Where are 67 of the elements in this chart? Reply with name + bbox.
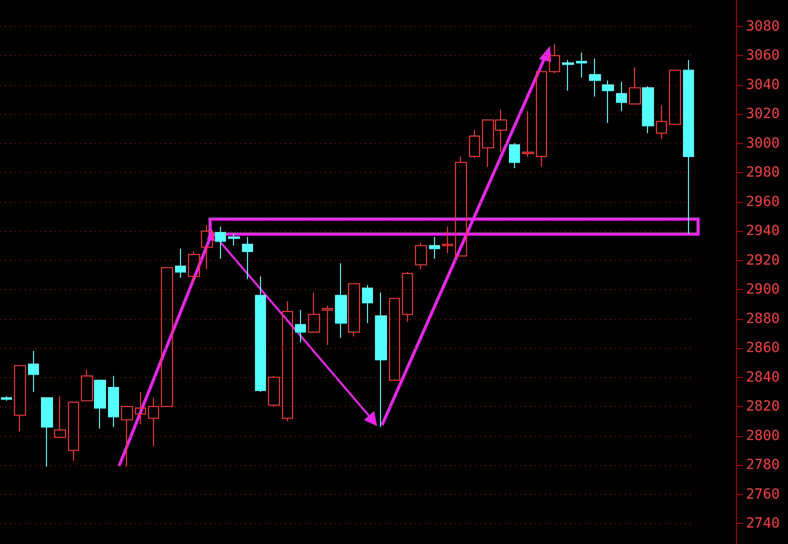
candlestick xyxy=(402,272,413,322)
candlestick xyxy=(389,298,400,381)
candlestick xyxy=(94,380,106,429)
y-tick-label: 2860 xyxy=(746,340,780,356)
y-tick-label: 2820 xyxy=(746,398,780,415)
y-tick-label: 2900 xyxy=(746,282,780,298)
candlestick xyxy=(28,350,39,392)
candlestick xyxy=(562,59,574,92)
candlestick xyxy=(616,81,627,112)
candlestick xyxy=(602,80,614,124)
candlestick xyxy=(282,300,293,422)
candlestick xyxy=(108,375,119,428)
candlestick xyxy=(148,397,159,447)
candlestick xyxy=(442,226,453,254)
candlestick xyxy=(362,284,373,324)
y-tick-label: 3020 xyxy=(746,106,780,122)
candlestick xyxy=(455,156,467,256)
candlestick xyxy=(41,397,53,467)
candlestick xyxy=(669,70,681,125)
y-tick-label: 2980 xyxy=(746,164,780,181)
y-tick-label: 3040 xyxy=(746,76,780,93)
candlestick xyxy=(161,267,173,408)
y-tick-label: 2780 xyxy=(746,457,780,474)
candlestick xyxy=(522,110,534,157)
candlestick xyxy=(589,58,601,98)
y-tick-label: 2880 xyxy=(746,310,780,327)
candlestick xyxy=(549,43,560,74)
candlestick xyxy=(268,375,280,408)
candlestick xyxy=(335,262,347,338)
y-tick-label: 3000 xyxy=(746,135,780,152)
candlestick xyxy=(121,406,133,467)
candlestick xyxy=(375,292,387,428)
candlestick xyxy=(135,391,146,425)
y-tick-label: 2760 xyxy=(746,486,780,502)
candlestick xyxy=(415,242,427,270)
candlestick xyxy=(576,52,587,78)
candlestick xyxy=(215,226,226,260)
candlestick xyxy=(201,224,213,270)
y-tick-label: 2920 xyxy=(746,252,780,268)
y-tick-label: 2960 xyxy=(746,194,780,210)
candlestick xyxy=(509,142,520,169)
candlestick xyxy=(54,396,66,438)
y-tick-label: 2740 xyxy=(746,516,780,532)
candlestick xyxy=(228,233,240,246)
candlestick xyxy=(642,86,654,134)
y-tick-label: 2800 xyxy=(746,428,780,444)
candlestick xyxy=(469,130,480,158)
candlestick xyxy=(308,292,320,332)
y-tick-label: 2940 xyxy=(746,223,780,240)
candlestick xyxy=(429,236,440,260)
candlestick xyxy=(322,305,333,346)
candlestick xyxy=(656,104,667,140)
candlestick xyxy=(295,310,306,343)
y-tick-label: 3080 xyxy=(746,18,780,34)
candlestick xyxy=(348,283,360,337)
candlestick xyxy=(683,59,694,234)
candlestick xyxy=(536,71,547,168)
candlestick xyxy=(14,365,26,432)
y-tick-label: 2840 xyxy=(746,369,780,386)
candlestick xyxy=(81,369,93,402)
candlestick xyxy=(255,276,266,392)
candlestick xyxy=(175,248,186,278)
candlestick xyxy=(629,66,641,104)
y-tick-label: 3060 xyxy=(746,48,780,64)
candlestick xyxy=(242,236,253,280)
candlestick xyxy=(68,402,79,462)
candlestick xyxy=(188,251,200,283)
